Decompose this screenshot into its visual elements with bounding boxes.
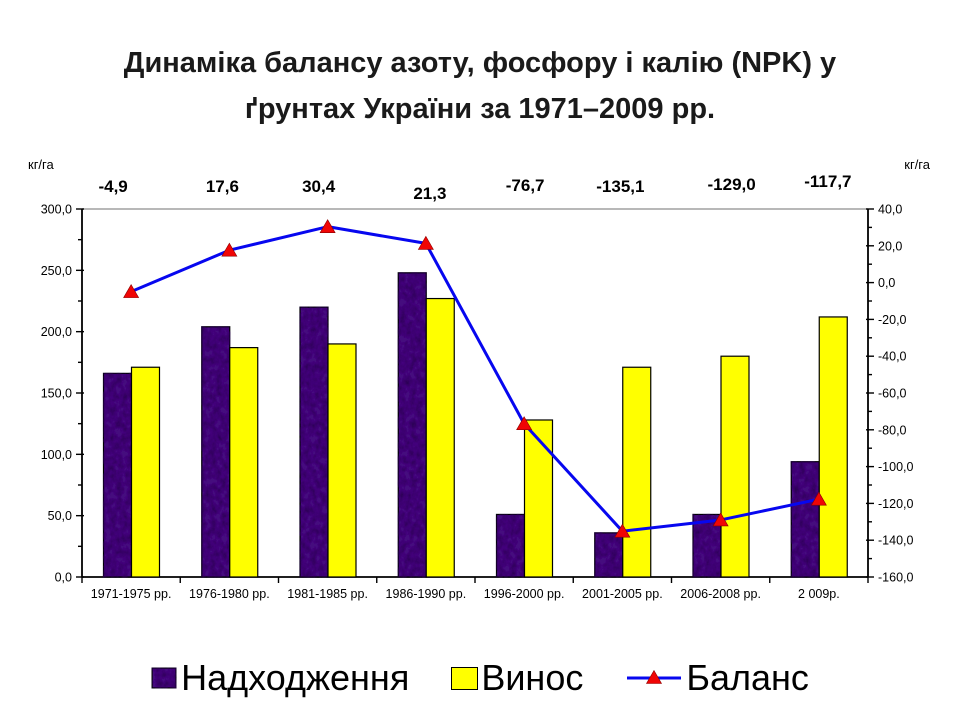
right-axis-tick-label: -160,0 <box>878 571 913 585</box>
category-label: 2 009р. <box>798 587 840 601</box>
chart-legend: Надходження Винос Баланс <box>0 648 960 708</box>
balance-line <box>130 225 820 533</box>
right-axis-tick-label: -20,0 <box>878 313 907 327</box>
category-label: 1976-1980 рр. <box>189 587 270 601</box>
bar-vynos <box>229 347 259 578</box>
bar-vynos <box>720 355 750 578</box>
category-label: 1971-1975 рр. <box>91 587 172 601</box>
category-label: 1996-2000 рр. <box>484 587 565 601</box>
right-axis-tick-label: -120,0 <box>878 497 913 511</box>
legend-item-vynos: Винос <box>451 657 583 699</box>
left-axis-tick-label: 250,0 <box>41 264 72 278</box>
balance-data-label: -117,7 <box>804 172 851 191</box>
left-axis-tick-label: 50,0 <box>48 509 72 523</box>
bar-vynos <box>327 343 357 578</box>
legend-label-nadkhodzhennia: Надходження <box>181 657 410 698</box>
balance-marker-triangle <box>319 219 336 233</box>
right-axis-tick-label: -100,0 <box>878 460 913 474</box>
balance-marker-triangle <box>221 242 238 257</box>
left-axis-unit-label: кг/га <box>28 157 54 172</box>
left-axis-tick-label: 150,0 <box>41 387 72 401</box>
balance-marker-triangle <box>123 284 140 298</box>
legend-item-nadkhodzhennia: Надходження <box>151 657 409 699</box>
bar-nadkhodzhennia <box>102 372 133 578</box>
balance-data-label: -129,0 <box>708 175 756 194</box>
purple-bar-swatch-icon <box>151 666 177 689</box>
chart-title: Динаміка балансу азоту, фосфору і калію … <box>123 47 837 126</box>
bar-nadkhodzhennia <box>201 326 231 578</box>
balance-data-label: 17,6 <box>206 177 239 196</box>
bar-nadkhodzhennia <box>790 461 820 578</box>
yellow-bar-swatch-icon <box>451 666 479 690</box>
balance-line-swatch-icon <box>627 669 682 684</box>
left-axis-tick-label: 300,0 <box>41 203 72 217</box>
legend-label-vynos: Винос <box>481 657 584 698</box>
balance-marker-triangle <box>614 523 631 538</box>
balance-marker-triangle <box>417 235 434 250</box>
balance-data-label: 30,4 <box>302 177 336 196</box>
bar-nadkhodzhennia <box>594 532 624 578</box>
bar-vynos <box>523 419 554 578</box>
bar-vynos <box>622 366 652 578</box>
category-label: 2006-2008 рр. <box>680 587 761 601</box>
bar-nadkhodzhennia <box>495 513 526 578</box>
category-label: 1981-1985 рр. <box>287 587 368 601</box>
category-label: 1986-1990 рр. <box>386 587 467 601</box>
bar-vynos <box>425 297 455 578</box>
bar-nadkhodzhennia <box>397 272 427 578</box>
category-label: 2001-2005 рр. <box>582 587 663 601</box>
left-axis-tick-label: 100,0 <box>41 448 72 462</box>
legend-item-balans: Баланс <box>625 657 809 699</box>
balance-marker-triangle <box>810 491 827 506</box>
balance-data-label: -4,9 <box>98 177 127 196</box>
balance-marker-triangle <box>712 512 729 527</box>
bar-nadkhodzhennia <box>299 306 329 578</box>
right-axis-tick-label: -80,0 <box>878 423 907 437</box>
left-axis-tick-label: 200,0 <box>41 325 72 339</box>
right-axis-tick-label: -140,0 <box>878 534 913 548</box>
right-axis-tick-label: -60,0 <box>878 387 907 401</box>
bar-vynos <box>130 366 161 578</box>
balance-marker-triangle <box>516 416 533 431</box>
right-axis-tick-label: 0,0 <box>878 276 895 290</box>
right-axis-tick-label: 40,0 <box>878 203 902 217</box>
balance-data-label: -135,1 <box>596 177 644 196</box>
right-axis-tick-label: -40,0 <box>878 350 907 364</box>
left-axis-tick-label: 0,0 <box>55 571 72 585</box>
balance-data-label: 21,3 <box>413 184 446 203</box>
right-axis-unit-label: кг/га <box>904 157 930 172</box>
balance-data-label: -76,7 <box>506 176 545 195</box>
legend-label-balans: Баланс <box>686 657 809 698</box>
bar-vynos <box>818 316 848 578</box>
right-axis-tick-label: 20,0 <box>878 239 902 253</box>
